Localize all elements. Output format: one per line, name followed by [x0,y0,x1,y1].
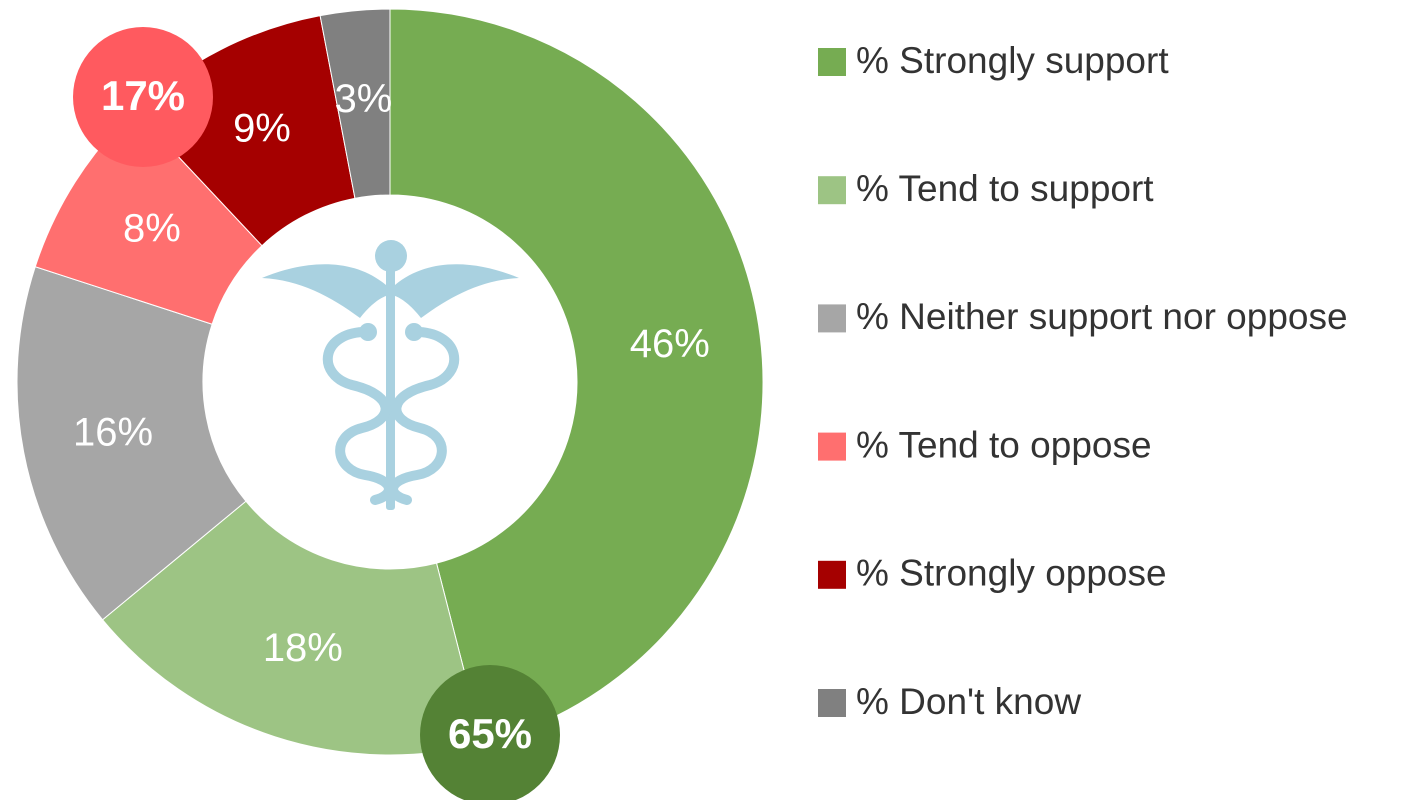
slice-label: 8% [123,206,181,250]
slice-label: 16% [73,410,153,454]
slice-label: 9% [233,106,291,150]
callout-label: 65% [448,710,532,757]
legend-swatch [818,176,846,205]
legend-label: % Don't know [856,681,1081,722]
legend-swatch [818,560,846,589]
legend-label: % Tend to oppose [856,424,1152,465]
slice-label: 3% [335,77,393,121]
slice [389,8,764,744]
slice [319,8,391,199]
legend-swatch [818,48,846,76]
caduceus-icon [262,240,519,510]
slice [16,266,247,621]
legend-label: % Strongly support [856,40,1169,81]
callout-label: 17% [101,72,185,119]
legend-swatch [818,689,846,717]
slice-label: 46% [630,322,710,366]
legend-swatch [818,432,846,461]
slice [101,500,484,756]
callout-circle [73,27,213,167]
legend-swatch [818,304,846,333]
legend-label: % Tend to support [856,168,1154,209]
callout-circle [420,665,560,800]
legend-label: % Strongly oppose [856,553,1167,594]
donut: 46% 18% 16% 8% 9% 3% [16,8,764,756]
legend-label: % Neither support nor oppose [856,296,1348,337]
slice-label: 18% [263,626,343,670]
legend: % Strongly support % Tend to support % Nei… [818,40,1348,722]
